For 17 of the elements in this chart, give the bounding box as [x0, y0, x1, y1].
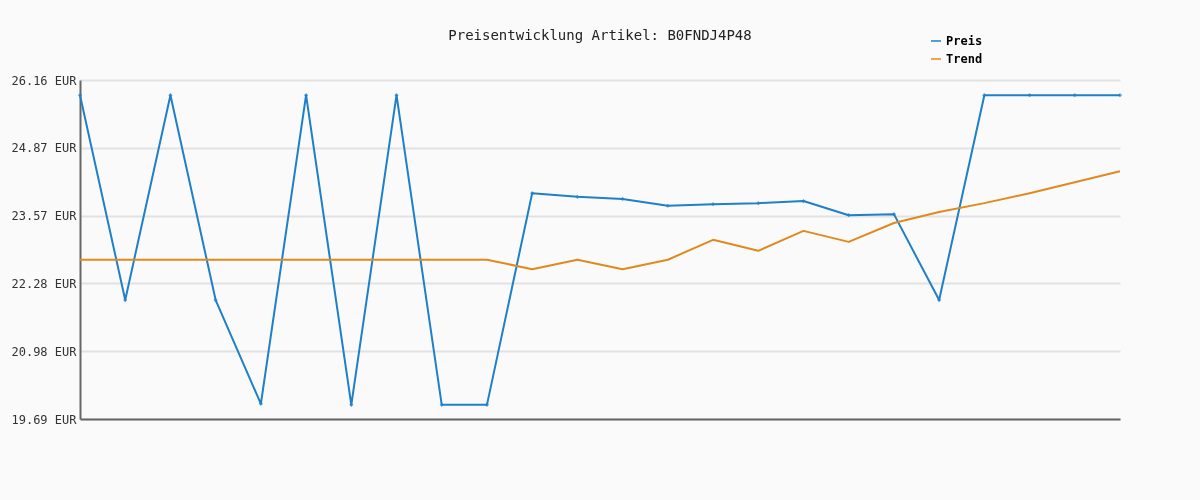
point — [891, 212, 897, 217]
y-tick-label: 19.69 EUR — [11, 412, 78, 427]
point — [303, 93, 309, 98]
y-tick-label: 20.98 EUR — [11, 344, 78, 359]
legend-label: Trend — [946, 52, 983, 66]
point — [484, 402, 490, 407]
y-tick-label: 26.16 EUR — [11, 73, 78, 88]
y-tick-label: 23.57 EUR — [11, 209, 78, 224]
chart-title: Preisentwicklung Artikel: B0FNDJ4P48 — [448, 27, 752, 43]
point — [530, 191, 535, 196]
y-tick-label: 22.28 EUR — [11, 276, 78, 291]
point — [1072, 93, 1077, 98]
line-series — [79, 170, 1121, 271]
point — [439, 402, 444, 407]
legend-label: Preis — [946, 34, 983, 48]
point — [665, 203, 670, 208]
y-tick-label: 24.87 EUR — [11, 141, 78, 156]
